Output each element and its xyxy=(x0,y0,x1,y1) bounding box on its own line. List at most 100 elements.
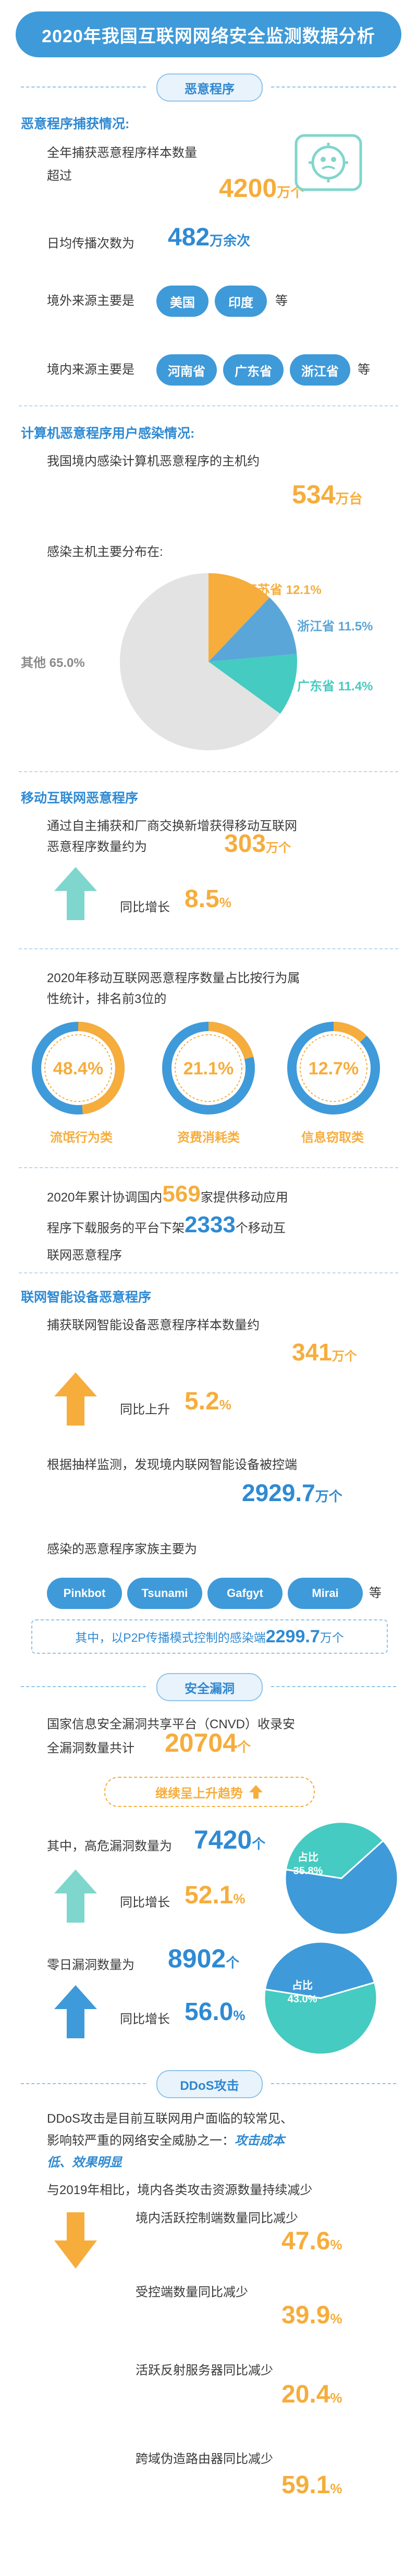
ddos-item-4-value: 59.1% xyxy=(281,2471,342,2499)
vuln-line1: 国家信息安全漏洞共享平台（CNVD）收录安 xyxy=(47,1717,296,1731)
divider xyxy=(19,1272,398,1273)
overseas-suffix: 等 xyxy=(275,294,288,308)
daily-prefix: 日均传播次数为 xyxy=(47,237,134,251)
tag-guangdong: 广东省 xyxy=(223,354,284,386)
divider xyxy=(19,948,398,949)
behavior-ring-charts: 48.4% 21.1% 12.7% xyxy=(32,1022,380,1114)
pie-slice-rest xyxy=(263,1981,378,2055)
ddos-item-2-label: 受控端数量同比减少 xyxy=(136,2285,248,2299)
vuln-high-yoy: 52.1% xyxy=(185,1881,246,1909)
mobile-value: 303万个 xyxy=(224,830,291,858)
tag-usa: 美国 xyxy=(156,286,208,317)
section-divider-right xyxy=(271,2083,396,2084)
mobile-stat-line1: 2020年移动互联网恶意程序数量占比按行为属 xyxy=(47,971,300,985)
capture-count: 4200万个 xyxy=(219,174,304,203)
overseas-prefix: 境外来源主要是 xyxy=(47,294,134,308)
divider xyxy=(19,1167,398,1168)
mobile-line2: 恶意程序数量约为 xyxy=(47,840,147,854)
ddos-item-2-value: 39.9% xyxy=(281,2301,342,2329)
tag-india: 印度 xyxy=(215,286,267,317)
pie-slice-guangdong xyxy=(208,654,297,714)
page-title-banner: 2020年我国互联网网络安全监测数据分析 xyxy=(16,11,401,57)
family-tsunami: Tsunami xyxy=(127,1578,202,1609)
ddos-item-1-value: 47.6% xyxy=(281,2227,342,2255)
ring-label-1: 流氓行为类 xyxy=(50,1131,113,1145)
pie-slice-other xyxy=(119,573,280,750)
iot-controlled: 2929.7万个 xyxy=(242,1479,342,1506)
pie-label-jiangsu: 江苏省 12.1% xyxy=(245,583,322,597)
mobile-stat-line2: 性统计，排名前3位的 xyxy=(47,992,167,1006)
zero-day-pie-chart xyxy=(263,1941,378,2055)
mobile-yoy-label: 同比增长 xyxy=(120,900,170,914)
ddos-item-3-value: 20.4% xyxy=(281,2381,342,2408)
pie-slice-rest xyxy=(284,1839,399,1936)
virus-icon xyxy=(295,134,362,191)
pie-label-other: 其他 65.0% xyxy=(21,656,85,670)
trend-badge: 继续呈上升趋势 xyxy=(104,1777,315,1807)
arrow-up-icon xyxy=(249,1785,263,1799)
family-pinkbot: Pinkbot xyxy=(47,1578,122,1609)
arrow-down-icon xyxy=(54,2212,97,2269)
domestic-prefix: 境内来源主要是 xyxy=(47,363,134,377)
ring-inner xyxy=(300,1034,367,1102)
zero-share-label: 占比 43.0% xyxy=(287,1980,317,2005)
tag-zhejiang: 浙江省 xyxy=(290,354,350,386)
vuln-zero-yoy-label: 同比增长 xyxy=(120,2012,170,2026)
iot-yoy-label: 同比上升 xyxy=(120,1403,170,1417)
pc-dist-label: 感染主机主要分布在: xyxy=(47,545,163,559)
high-vuln-pie-chart xyxy=(284,1821,399,1936)
mobile-line1: 通过自主捕获和厂商交换新增获得移动互联网 xyxy=(47,819,297,833)
domestic-suffix: 等 xyxy=(358,363,370,377)
ring-label-3: 信息窃取类 xyxy=(301,1131,364,1145)
ddos-compare: 与2019年相比，境内各类攻击资源数量持续减少 xyxy=(47,2183,313,2197)
pie-label-zhejiang: 浙江省 11.5% xyxy=(297,620,373,634)
daily-value: 482万余次 xyxy=(168,224,251,251)
section-divider-left xyxy=(21,2083,146,2084)
section-divider-right xyxy=(271,86,396,88)
ring-percent: 48.4% xyxy=(53,1059,103,1079)
ring-label-2: 资费消耗类 xyxy=(177,1131,240,1145)
family-gafgyt: Gafgyt xyxy=(207,1578,283,1609)
ring-arc xyxy=(333,1022,367,1043)
family-mirai: Mirai xyxy=(288,1578,363,1609)
iot-heading: 联网智能设备恶意程序 xyxy=(21,1290,152,1305)
arrow-up-icon xyxy=(54,1372,97,1426)
pie-slice-jiangsu xyxy=(208,573,270,662)
section-header-malware: 恶意程序 xyxy=(156,73,263,102)
p2p-box: 其中，以P2P传播模式控制的感染端 2299.7 万个 xyxy=(31,1619,388,1654)
vuln-high-value: 7420个 xyxy=(194,1825,266,1854)
ring-percent: 21.1% xyxy=(183,1059,234,1079)
high-share-label: 占比 35.8% xyxy=(293,1852,323,1877)
coord-paragraph: 2020年累计协调国内569家提供移动应用 程序下载服务的平台下架2333个移动… xyxy=(47,1181,288,1262)
ring-arc xyxy=(208,1022,254,1060)
arrow-up-icon xyxy=(54,1985,97,2038)
tag-henan: 河南省 xyxy=(156,354,217,386)
ddos-item-1-label: 境内活跃控制端数量同比减少 xyxy=(136,2211,298,2225)
ddos-item-3-label: 活跃反射服务器同比减少 xyxy=(136,2363,273,2377)
family-suffix: 等 xyxy=(369,1586,382,1600)
ring-inner xyxy=(44,1034,112,1102)
ddos-intro: DDoS攻击是目前互联网用户面临的较常见、 影响较严重的网络安全威胁之一：攻击成… xyxy=(47,2112,293,2170)
divider xyxy=(19,405,398,406)
malware-capture-heading: 恶意程序捕获情况: xyxy=(21,117,130,131)
divider xyxy=(19,771,398,772)
iot-yoy-value: 5.2% xyxy=(185,1388,231,1415)
ring-percent: 12.7% xyxy=(309,1059,359,1079)
vuln-zero-label: 零日漏洞数量为 xyxy=(47,1958,134,1972)
section-divider-left xyxy=(21,1686,146,1687)
vuln-zero-value: 8902个 xyxy=(168,1944,240,1973)
ring-inner xyxy=(175,1034,242,1102)
mobile-yoy-value: 8.5% xyxy=(185,885,231,913)
section-divider-right xyxy=(271,1686,396,1687)
capture-line1: 全年捕获恶意程序样本数量 xyxy=(47,146,197,160)
section-divider-left xyxy=(21,86,146,88)
iot-sample-line: 根据抽样监测，发现境内联网智能设备被控端 xyxy=(47,1458,297,1472)
ring-arc xyxy=(78,1022,125,1114)
pie-slice-zhejiang xyxy=(208,597,297,662)
mobile-heading: 移动互联网恶意程序 xyxy=(21,791,139,806)
capture-line2: 超过 xyxy=(47,169,72,183)
iot-line1: 捕获联网智能设备恶意程序样本数量约 xyxy=(47,1318,260,1332)
arrow-up-icon xyxy=(54,1869,97,1923)
vuln-high-yoy-label: 同比增长 xyxy=(120,1896,170,1910)
pc-infection-heading: 计算机恶意程序用户感染情况: xyxy=(21,426,195,441)
